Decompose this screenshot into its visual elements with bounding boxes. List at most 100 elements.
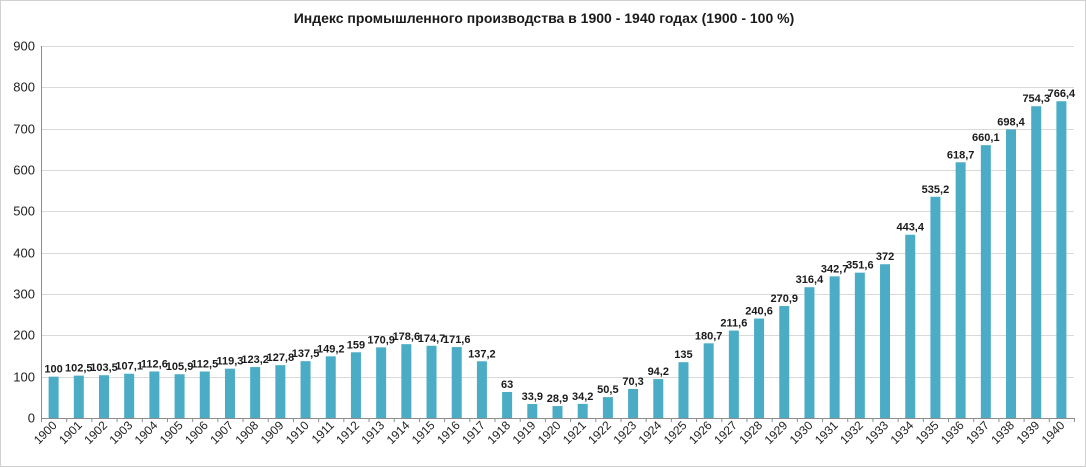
chart-title: Индекс промышленного производства в 1900… [293,10,795,26]
data-label: 270,9 [770,293,798,305]
bar [905,234,916,418]
data-label: 754,3 [1022,93,1050,105]
data-label: 159 [347,339,365,351]
x-tick-label: 1905 [157,418,186,447]
bar [779,306,790,418]
x-tick-label: 1934 [888,418,917,447]
x-tick-label: 1906 [182,418,211,447]
x-tick-label: 1923 [610,418,639,447]
x-tick-label: 1914 [384,418,413,447]
x-tick-label: 1919 [510,418,539,447]
bar [728,330,739,418]
data-label: 535,2 [922,184,950,196]
gridlines [41,46,1074,378]
bar [754,318,765,418]
x-tick-label: 1902 [81,418,110,447]
data-label: 240,6 [745,306,773,318]
x-tick-label: 1900 [31,418,60,447]
data-label: 618,7 [947,149,975,161]
data-label: 100 [44,364,62,376]
y-tick-label: 900 [13,39,35,54]
bar [552,406,563,418]
bar [224,368,235,418]
bar [628,388,639,418]
x-tick-label: 1918 [484,418,513,447]
x-tick-label: 1939 [1014,418,1043,447]
bar [98,375,109,418]
bar [476,361,487,418]
x-tick-label: 1937 [963,418,992,447]
y-tick-label: 300 [13,287,35,302]
x-tick-label: 1928 [736,418,765,447]
bar [980,145,991,418]
data-label: 698,4 [997,116,1025,128]
x-tick-label: 1901 [56,418,85,447]
x-tick-label: 1926 [686,418,715,447]
x-tick-label: 1916 [434,418,463,447]
data-label: 174,7 [418,333,446,345]
x-tick-label: 1938 [988,418,1017,447]
bar [300,361,311,418]
data-label: 123,2 [241,354,269,366]
bar [376,347,387,418]
data-label: 372 [876,251,894,263]
bar [1031,106,1042,419]
y-tick-label: 200 [13,328,35,343]
bar [124,373,135,418]
bar [854,272,865,418]
x-tick-label: 1927 [711,418,740,447]
x-tick-label: 1920 [535,418,564,447]
data-label: 443,4 [896,222,924,234]
data-label: 112,5 [191,359,218,371]
y-axis: 0 100 200 300 400 500 600 700 800 900 [13,39,42,426]
x-tick-label: 1908 [232,418,261,447]
bar [653,379,664,418]
x-tick-label: 1930 [787,418,816,447]
bar [73,375,84,418]
bar [502,391,513,418]
data-label: 149,2 [317,343,345,355]
x-tick-label: 1910 [283,418,312,447]
y-tick-label: 0 [28,411,35,426]
x-tick-label: 1940 [1039,418,1068,447]
x-tick-label: 1915 [409,418,438,447]
y-tick-label: 800 [13,80,35,95]
data-label: 50,5 [597,384,618,396]
x-tick-label: 1925 [661,418,690,447]
data-label: 33,9 [522,391,543,403]
bar [577,403,588,418]
data-label: 342,7 [821,263,849,275]
x-tick-label: 1912 [333,418,362,447]
x-tick-label: 1936 [938,418,967,447]
x-tick-label: 1924 [636,418,665,447]
data-label: 70,3 [622,376,643,388]
data-label: 171,6 [443,334,471,346]
bar [174,374,185,418]
y-tick-label: 400 [13,246,35,261]
x-tick-label: 1913 [358,418,387,447]
data-label: 316,4 [796,274,824,286]
bar [527,403,538,418]
bar [275,365,286,418]
x-tick-label: 1933 [862,418,891,447]
data-label: 211,6 [720,318,747,330]
bar [401,344,412,418]
data-label: 112,6 [141,358,168,370]
bar [48,376,59,418]
bar [602,397,613,418]
bar [426,345,437,418]
bar [1006,129,1017,418]
data-label: 178,6 [393,331,421,343]
data-label: 105,9 [166,361,194,373]
bar [149,371,160,418]
y-tick-label: 500 [13,204,35,219]
data-label: 94,2 [648,366,669,378]
x-tick-label: 1932 [837,418,866,447]
data-label: 63 [501,379,513,391]
bar [829,276,840,418]
x-tick-label: 1909 [258,418,287,447]
data-label: 127,8 [267,352,295,364]
data-labels: 100 102,5103,5107,1112,6105,9112,5119,312… [44,88,1076,405]
data-label: 28,9 [547,393,568,405]
